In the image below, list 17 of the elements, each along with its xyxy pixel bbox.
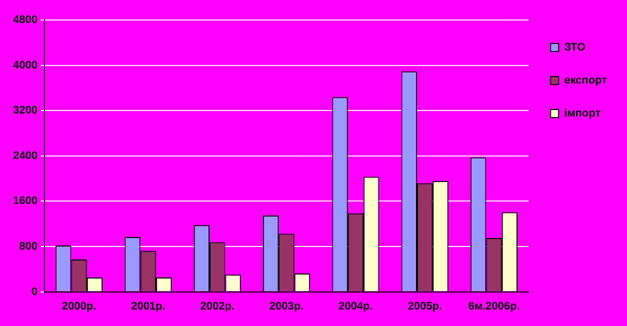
- y-tick-label: 1600: [12, 195, 38, 208]
- x-tick-label: 6м.2006р.: [468, 300, 520, 312]
- x-tick-label: 2001р.: [131, 300, 166, 312]
- x-tick-label: 2004р.: [338, 300, 373, 312]
- legend-label: ЗТО: [564, 42, 586, 54]
- legend-label: експорт: [564, 74, 608, 87]
- legend-label: імпорт: [564, 108, 602, 120]
- y-tick-label: 0: [31, 286, 38, 298]
- x-tick-label: 2000р.: [62, 300, 96, 312]
- x-tick-label: 2003р.: [269, 300, 304, 312]
- x-tick-label: 2005р.: [408, 300, 442, 312]
- y-tick-label: 3200: [12, 104, 38, 117]
- x-tick-label: 2002р.: [200, 300, 234, 312]
- y-tick-label: 4000: [12, 59, 38, 72]
- y-tick-label: 800: [19, 240, 38, 253]
- y-tick-label: 2400: [12, 150, 38, 162]
- y-tick-label: 4800: [12, 14, 38, 26]
